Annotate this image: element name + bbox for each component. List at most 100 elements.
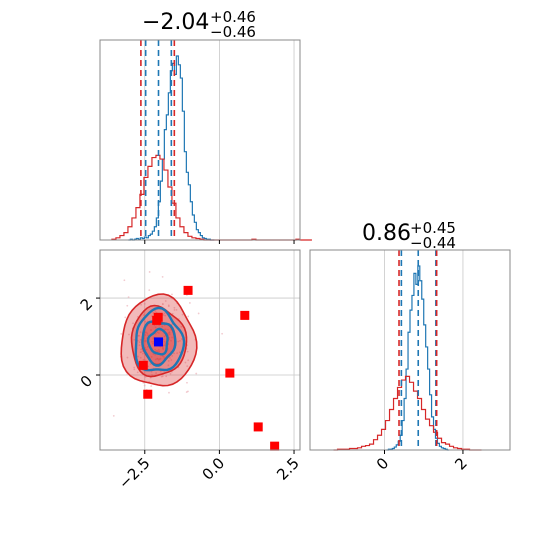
sample-point <box>138 344 141 347</box>
sample-point <box>138 341 141 343</box>
sample-point <box>120 333 123 335</box>
sample-point <box>148 271 151 273</box>
sample-point <box>169 372 172 375</box>
sample-point <box>161 325 164 328</box>
sample-point <box>165 375 168 378</box>
sample-point <box>221 332 224 335</box>
sample-point <box>187 359 190 362</box>
sample-point <box>152 342 155 345</box>
sample-point <box>171 354 174 357</box>
sample-point <box>163 312 166 315</box>
sample-point <box>161 275 164 278</box>
sample-point <box>163 356 166 359</box>
y-tick-label: 0 <box>77 372 96 391</box>
sample-point <box>156 350 159 353</box>
sample-point <box>143 384 146 387</box>
sample-point <box>154 358 157 361</box>
sample-point <box>150 385 153 387</box>
sample-point <box>140 351 142 354</box>
x-tick-label: 0.0 <box>199 454 229 484</box>
sample-point <box>126 304 129 307</box>
panel-background <box>100 40 300 240</box>
sample-point <box>195 372 198 375</box>
sample-point <box>140 348 142 351</box>
sample-point <box>171 293 173 296</box>
sample-point <box>163 344 166 347</box>
x-tick-label: −2.5 <box>115 454 153 492</box>
sample-point <box>181 313 184 316</box>
sample-point <box>155 372 157 374</box>
sample-point <box>176 352 179 355</box>
sample-point <box>159 357 162 360</box>
sample-point <box>186 350 189 353</box>
sample-point <box>187 315 190 318</box>
sample-point <box>178 351 181 354</box>
sample-point <box>167 360 170 362</box>
sample-point <box>144 339 147 342</box>
sample-point <box>151 340 153 343</box>
sample-point <box>154 353 157 356</box>
sample-point <box>163 335 166 338</box>
sample-point <box>150 356 153 358</box>
title-y-lower: −0.44 <box>410 234 456 252</box>
histogram-series <box>128 55 215 241</box>
sample-point <box>167 304 170 307</box>
sample-point <box>128 333 130 336</box>
sample-point <box>154 309 157 312</box>
red-square-marker <box>225 368 235 378</box>
title-y-marginal: 0.86 +0.45 −0.44 <box>362 219 456 252</box>
sample-point <box>157 348 160 351</box>
sample-point <box>175 309 178 311</box>
histogram-series <box>333 375 482 451</box>
red-square-marker <box>143 389 153 399</box>
joint-panel <box>99 249 301 451</box>
sample-point <box>161 346 164 349</box>
sample-point <box>171 312 174 315</box>
sample-point <box>126 356 129 359</box>
sample-point <box>112 414 115 417</box>
x-tick-label: 2.5 <box>273 454 303 484</box>
sample-point <box>173 352 175 355</box>
sample-point <box>140 303 142 306</box>
sample-point <box>152 311 154 314</box>
sample-point <box>154 348 156 351</box>
sample-point <box>168 357 171 359</box>
sample-point <box>171 323 173 326</box>
y-tick-label: 2 <box>77 295 96 314</box>
blue-contour <box>146 327 169 356</box>
blue-contour <box>141 320 177 367</box>
sample-point <box>144 331 147 334</box>
sample-point <box>180 325 183 328</box>
sample-point <box>167 328 169 331</box>
sample-point <box>187 390 189 393</box>
blue-square-marker <box>154 337 164 347</box>
title-y-value: 0.86 <box>362 221 411 246</box>
sample-point <box>171 336 173 339</box>
title-x-upper: +0.46 <box>210 8 256 26</box>
sample-point <box>144 375 147 378</box>
sample-point <box>127 296 130 298</box>
sample-point <box>161 355 164 358</box>
sample-point <box>148 289 151 292</box>
sample-point <box>139 356 142 359</box>
sample-point <box>133 366 136 369</box>
sample-point <box>142 352 144 355</box>
sample-point <box>137 355 139 358</box>
blue-contour <box>134 306 186 372</box>
sample-point <box>186 381 188 384</box>
sample-point <box>154 326 157 329</box>
panel-background <box>310 250 510 450</box>
red-square-marker <box>270 441 280 451</box>
sample-point <box>197 312 200 315</box>
panel-frame <box>309 249 511 451</box>
sample-point <box>184 361 187 364</box>
sample-point <box>150 329 152 331</box>
sample-point <box>147 334 149 337</box>
y-marginal-panel <box>309 249 511 451</box>
sample-point <box>168 391 170 394</box>
sample-point <box>164 328 167 331</box>
sample-point <box>173 306 176 309</box>
sample-point <box>177 340 180 343</box>
sample-point <box>160 375 163 378</box>
sample-point <box>132 322 134 325</box>
